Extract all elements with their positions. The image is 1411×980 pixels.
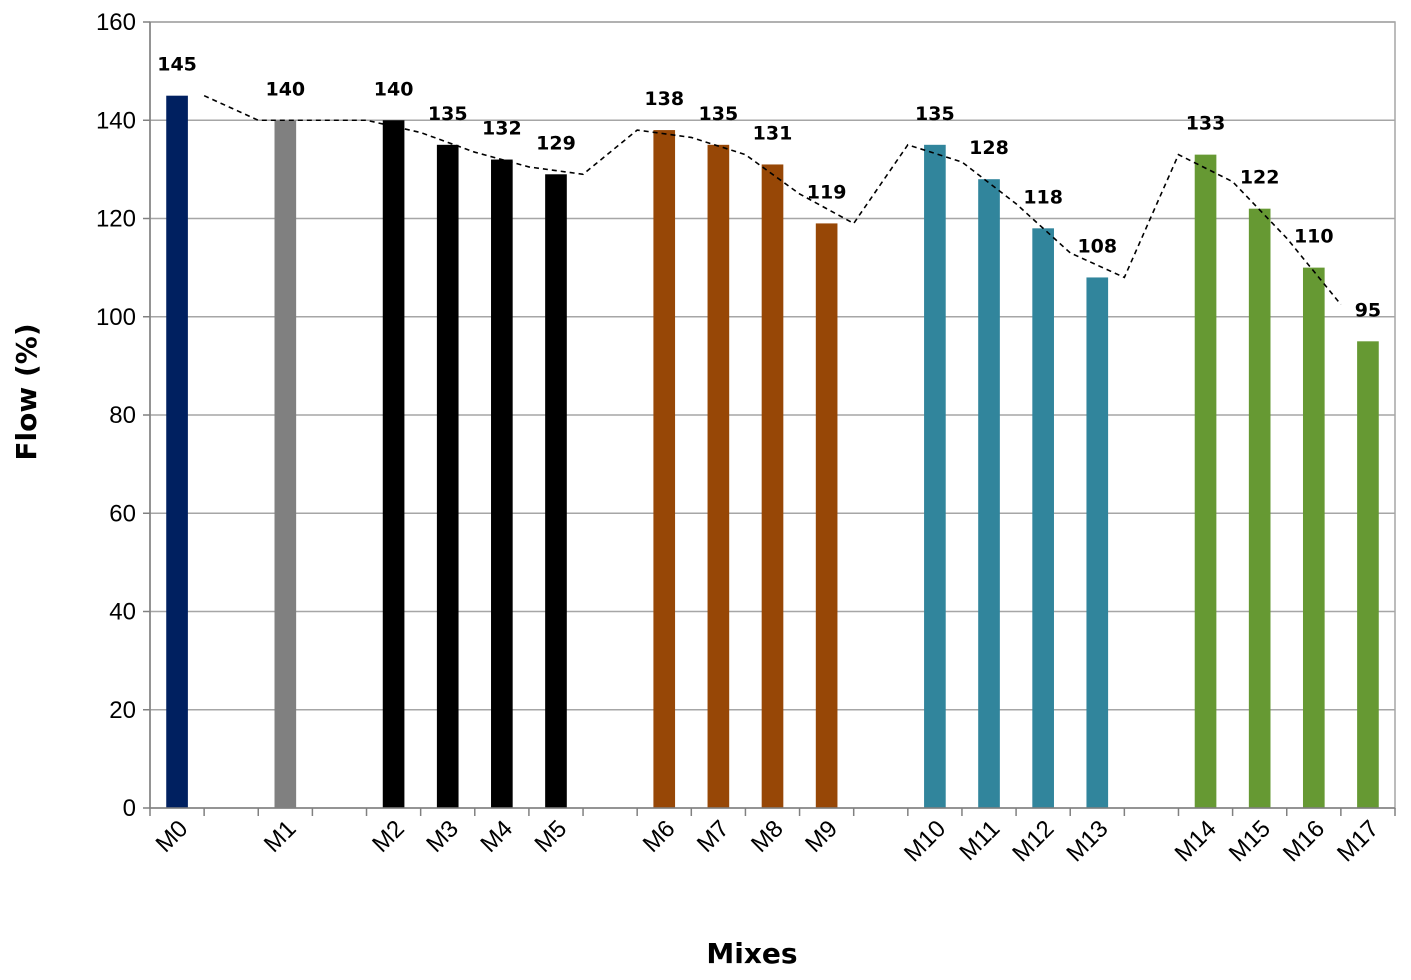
data-label: 118 [1023, 186, 1063, 208]
data-labels: 145 140 140 135 132 129 138 135 131 119 135 128 118 1… [157, 54, 1381, 322]
x-tick-label: M16 [1278, 815, 1330, 867]
data-label: 135 [915, 103, 955, 125]
x-tick-label: M8 [746, 815, 789, 858]
bar-m1 [274, 120, 297, 808]
x-tick-label: M14 [1170, 815, 1222, 867]
x-tick-label: M12 [1007, 815, 1059, 867]
y-tick-label: 80 [109, 402, 136, 429]
x-axis-title: Mixes [706, 937, 797, 970]
bar-m12 [1032, 228, 1054, 808]
x-tick-label: M13 [1061, 815, 1113, 867]
y-tick-label: 160 [96, 9, 136, 36]
x-tick-label: M4 [475, 815, 518, 858]
bar-m10 [924, 144, 946, 808]
bar-m14 [1194, 154, 1217, 808]
data-label: 122 [1240, 167, 1280, 189]
bar-m5 [545, 174, 567, 809]
bar-m4 [491, 159, 513, 809]
data-label: 131 [753, 122, 793, 144]
trendline-path [203, 94, 1342, 305]
x-tick-label: M2 [367, 815, 410, 858]
y-tick-label: 140 [96, 107, 136, 134]
bar-m15 [1248, 208, 1271, 809]
data-label: 129 [536, 132, 576, 154]
y-tick-label: 100 [96, 304, 136, 331]
bar-m9 [815, 223, 838, 809]
data-label: 108 [1077, 235, 1117, 257]
bar-m3 [436, 144, 459, 808]
bar-m2 [382, 120, 405, 808]
data-label: 95 [1355, 299, 1381, 321]
x-tick-label: M3 [421, 815, 464, 858]
x-tick-label: M5 [530, 815, 573, 858]
x-tick-label: M1 [259, 815, 302, 858]
x-tick-label: M10 [899, 815, 951, 867]
data-label: 135 [428, 103, 468, 125]
y-tick-label: 40 [109, 599, 136, 626]
y-axis-title: Flow (%) [10, 323, 43, 460]
y-tick-label: 60 [109, 500, 136, 527]
data-label: 119 [807, 181, 847, 203]
y-tick-label: 20 [109, 697, 136, 724]
x-tick-label: M6 [638, 815, 681, 858]
data-label: 140 [265, 78, 305, 100]
bar-m8 [761, 164, 784, 808]
data-label: 140 [374, 78, 414, 100]
bar-m13 [1086, 277, 1109, 808]
x-tick-label: M0 [151, 815, 194, 858]
trendline [203, 94, 1342, 305]
data-label: 138 [644, 88, 684, 110]
x-tick-label: M17 [1332, 815, 1384, 867]
data-label: 132 [482, 118, 522, 140]
bars [166, 95, 1379, 809]
bar-m7 [707, 144, 730, 808]
x-tick-label: M15 [1224, 815, 1276, 867]
data-label: 145 [157, 54, 197, 76]
bar-m11 [978, 179, 1000, 808]
data-label: 128 [969, 137, 1009, 159]
y-tick-label: 120 [96, 206, 136, 233]
data-label: 110 [1294, 226, 1334, 248]
x-tick-label: M11 [954, 815, 1005, 866]
y-tick-label: 0 [123, 795, 136, 822]
data-label: 135 [699, 103, 739, 125]
bar-m0 [166, 95, 188, 808]
bar-m17 [1357, 341, 1379, 808]
data-label: 133 [1186, 113, 1226, 135]
x-tick-label: M9 [800, 815, 843, 858]
bar-m6 [653, 130, 676, 808]
bar-m16 [1302, 267, 1325, 808]
axes [143, 21, 1396, 816]
x-tick-label: M7 [692, 815, 735, 858]
